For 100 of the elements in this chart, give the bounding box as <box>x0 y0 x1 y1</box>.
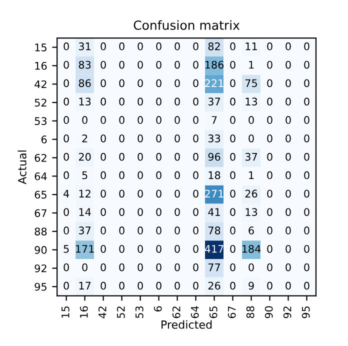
y-tick-label: 53 <box>34 117 47 126</box>
data-label: 0 <box>138 282 143 290</box>
data-label: 221 <box>205 79 224 87</box>
data-label: 0 <box>174 208 180 216</box>
data-label: 0 <box>100 79 106 88</box>
data-label: 0 <box>193 282 198 290</box>
data-label: 0 <box>156 244 162 253</box>
data-label: 0 <box>267 190 272 198</box>
data-label: 5 <box>82 171 88 180</box>
data-label: 0 <box>174 263 180 272</box>
data-label: 0 <box>100 190 106 198</box>
data-label: 0 <box>119 226 124 234</box>
data-label: 0 <box>64 116 69 124</box>
data-label: 0 <box>286 79 291 88</box>
data-label: 0 <box>304 263 310 272</box>
data-label: 18 <box>208 171 220 180</box>
data-label: 31 <box>78 42 90 50</box>
data-label: 0 <box>64 152 69 161</box>
data-label: 6 <box>248 226 254 234</box>
data-label: 83 <box>78 60 91 69</box>
data-label: 0 <box>304 152 310 161</box>
data-label: 0 <box>267 263 272 272</box>
data-label: 0 <box>267 79 272 88</box>
data-label: 0 <box>230 208 236 216</box>
y-tick-label: 64 <box>34 172 47 180</box>
data-label: 0 <box>304 226 310 234</box>
y-tick-label: 95 <box>34 282 46 291</box>
data-label: 0 <box>138 98 143 106</box>
data-label: 0 <box>267 152 272 161</box>
chart-title: Confusion matrix <box>134 20 240 30</box>
data-label: 0 <box>100 244 106 253</box>
data-label: 0 <box>230 42 236 50</box>
data-label: 0 <box>267 134 272 142</box>
data-label: 2 <box>82 134 88 142</box>
data-label: 0 <box>304 171 310 180</box>
data-label: 0 <box>119 263 124 272</box>
data-label: 0 <box>64 208 69 216</box>
data-label: 0 <box>174 171 180 180</box>
data-label: 0 <box>193 226 198 234</box>
data-label: 0 <box>286 282 291 290</box>
data-label: 0 <box>286 190 291 198</box>
data-label: 0 <box>156 282 162 290</box>
data-label: 17 <box>79 282 91 290</box>
data-label: 13 <box>246 98 258 106</box>
data-label: 96 <box>208 152 220 161</box>
data-label: 0 <box>119 116 124 124</box>
data-label: 0 <box>286 60 291 69</box>
data-label: 0 <box>174 60 180 69</box>
data-label: 0 <box>286 98 291 106</box>
data-label: 0 <box>119 171 124 180</box>
data-label: 0 <box>286 263 291 272</box>
data-label: 0 <box>230 190 236 198</box>
data-label: 0 <box>267 282 272 290</box>
data-label: 0 <box>119 152 124 161</box>
data-label: 0 <box>119 98 124 106</box>
data-label: 0 <box>230 98 236 106</box>
data-label: 37 <box>78 226 91 234</box>
data-label: 0 <box>138 226 143 234</box>
data-label: 0 <box>248 134 254 142</box>
data-label: 0 <box>64 98 69 106</box>
data-label: 0 <box>230 263 236 272</box>
data-label: 37 <box>245 152 257 161</box>
data-label: 0 <box>64 282 69 290</box>
data-label: 0 <box>138 190 143 198</box>
y-axis-title: Actual <box>18 150 26 184</box>
x-tick-label: 62 <box>172 306 180 318</box>
data-label: 0 <box>248 116 254 124</box>
data-label: 0 <box>230 244 236 253</box>
data-label: 0 <box>174 42 180 50</box>
data-label: 0 <box>193 42 198 50</box>
data-label: 0 <box>286 116 291 124</box>
data-label: 0 <box>156 208 162 216</box>
data-label: 0 <box>64 226 69 234</box>
y-tick-label: 6 <box>41 136 47 144</box>
data-label: 0 <box>156 263 162 272</box>
data-label: 0 <box>174 98 180 106</box>
data-label: 0 <box>82 116 88 124</box>
data-label: 0 <box>119 208 124 216</box>
data-label: 0 <box>174 134 180 142</box>
data-label: 0 <box>230 226 236 234</box>
data-label: 7 <box>212 116 217 124</box>
data-label: 0 <box>267 244 272 253</box>
data-label: 0 <box>230 171 236 180</box>
x-tick-label: 15 <box>62 306 70 318</box>
data-label: 75 <box>245 79 257 88</box>
data-label: 41 <box>208 208 220 216</box>
data-label: 0 <box>304 282 310 290</box>
data-label: 4 <box>64 190 70 198</box>
data-label: 0 <box>304 42 310 50</box>
x-tick-label: 88 <box>246 306 254 318</box>
data-label: 0 <box>267 98 272 106</box>
data-label: 0 <box>100 98 106 106</box>
data-label: 0 <box>156 226 162 234</box>
data-label: 0 <box>267 208 272 216</box>
data-label: 0 <box>156 190 162 198</box>
x-axis-title: Predicted <box>162 320 212 329</box>
data-label: 0 <box>193 79 198 88</box>
data-label: 9 <box>248 282 254 290</box>
data-label: 0 <box>230 116 236 124</box>
data-label: 0 <box>174 282 180 290</box>
